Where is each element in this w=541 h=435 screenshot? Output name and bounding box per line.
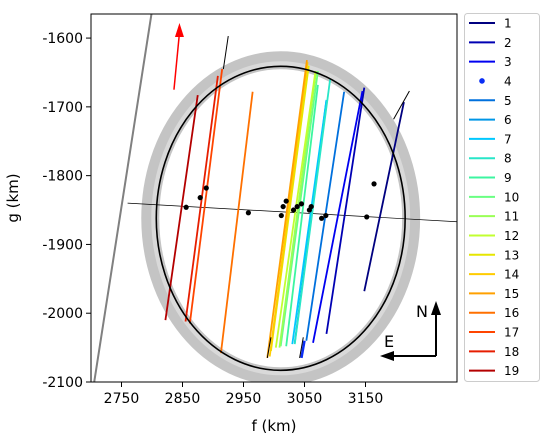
y-axis-label: g (km) [4,173,22,222]
y-tick-label: -2100 [42,375,83,391]
legend-label-8: 8 [504,152,512,166]
uncertainty-band [141,51,421,382]
chord-series-19 [164,95,199,321]
legend-label-1: 1 [504,17,512,31]
chord-midpoint-dot [290,207,297,213]
legend-label-15: 15 [504,287,519,301]
legend-label-11: 11 [504,210,519,224]
legend-label-14: 14 [504,268,519,282]
legend-label-13: 13 [504,248,519,262]
north-arrow-head [431,301,441,315]
chord-series-1 [363,101,405,292]
plot-area [93,14,457,382]
chord-midpoint-dot [183,204,189,210]
legend-label-17: 17 [504,326,519,340]
legend-label-12: 12 [504,229,519,243]
legend-marker-4 [479,78,485,84]
chord-series-10 [279,70,319,347]
x-axis-label: f (km) [251,417,296,435]
chord-midpoint-dot [318,215,325,221]
y-tick-label: -1600 [42,31,83,47]
direction-arrow-head [174,22,184,37]
chord-series-14 [268,62,309,357]
compass: NE [380,301,441,361]
chord-midpoint-dot [278,212,284,219]
chord-tick-17 [222,35,229,70]
legend-label-7: 7 [504,132,512,146]
chord-tick-1 [393,90,410,120]
legend-label-19: 19 [504,364,519,378]
east-arrow-head [380,351,394,361]
chord-midpoint-dot [306,207,312,213]
legend-label-18: 18 [504,345,519,359]
chord-midpoint-dot [294,203,300,210]
chord-series-8 [293,79,332,345]
y-tick-label: -1700 [42,100,83,116]
north-label: N [416,302,428,321]
chord-midpoint-dot [298,201,305,207]
y-axis: -1600 -1700 -1800 -1900 -2000 -2100 [42,31,91,391]
chord-series-15 [266,59,308,359]
legend-box [464,13,540,382]
legend-label-6: 6 [504,113,512,127]
chord-series-2 [325,87,366,334]
chord-series-16 [220,91,254,354]
legend-label-5: 5 [504,94,512,108]
legend-label-16: 16 [504,306,519,320]
direction-arrow-shaft [173,32,181,90]
x-tick-label: 2850 [165,391,201,407]
y-tick-label: -2000 [42,306,83,322]
plot-frame [90,13,458,383]
legend-label-9: 9 [504,171,512,185]
x-tick-label: 2950 [226,391,262,407]
uncertainty-band-inner [151,61,411,376]
chord-series-9 [285,84,319,347]
chord-tick-15 [266,337,272,359]
chord-midpoint-dot [364,214,370,220]
x-tick-label: 3150 [348,391,384,407]
chord-midpoint-dot [283,198,289,204]
chord-midpoint-dot [245,210,251,216]
legend-label-4: 4 [504,74,512,88]
chord-midpoint-dot [371,181,377,187]
legend-label-3: 3 [504,55,512,69]
chord-midpoint-dot [280,203,286,210]
chord-midpoint-dot [197,195,203,201]
grey-limb-line [93,14,153,382]
x-tick-label: 2750 [104,391,140,407]
chord-series-7 [291,99,328,345]
x-tick-label: 3050 [287,391,323,407]
fitted-ellipse [155,65,406,372]
chord-series-17 [188,68,224,324]
chord-series-4 [300,340,306,359]
x-axis: 2750 2850 2950 3050 3150 [104,382,384,407]
y-tick-label: -1800 [42,169,83,185]
legend-label-2: 2 [504,36,512,50]
chord-midpoint-dot [323,212,329,219]
east-label: E [384,332,394,351]
chord-tick-4 [299,337,304,359]
y-tick-label: -1900 [42,237,83,253]
legend-label-10: 10 [504,190,519,204]
chord-series-3 [312,90,364,343]
chord-series-11 [278,70,317,348]
chord-midpoint-dot [203,185,209,191]
